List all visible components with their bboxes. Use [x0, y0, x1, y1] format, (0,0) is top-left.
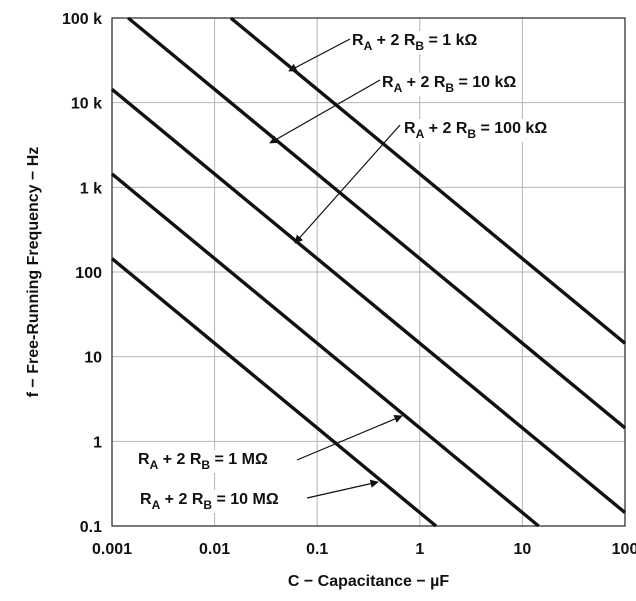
annotations: RA + 2 RB = 1 kΩ RA + 2 RB = 10 kΩ RA + 2 … [135, 31, 551, 513]
annotation-bg [137, 490, 282, 513]
y-tick-label: 10 k [71, 96, 102, 113]
y-tick-label: 0.1 [80, 519, 102, 536]
y-tick-label: 1 [93, 434, 102, 451]
y-tick-label: 10 [84, 350, 102, 367]
annotation-arrow [296, 415, 403, 461]
annotation-4: RA + 2 RB = 1 MΩ [135, 415, 403, 473]
series-lines [110, 16, 627, 528]
annotation-label: RA + 2 RB = 10 MΩ [140, 491, 279, 512]
annotation-arrow [306, 479, 379, 499]
annotation-arrow [288, 38, 351, 72]
annotation-3: RA + 2 RB = 100 kΩ [294, 119, 551, 244]
x-tick-label: 0.1 [306, 541, 328, 558]
annotation-label: RA + 2 RB = 100 kΩ [404, 120, 547, 141]
annotation-1: RA + 2 RB = 1 kΩ [288, 31, 481, 72]
x-tick-label: 0.01 [199, 541, 230, 558]
series-line-4 [110, 172, 540, 528]
x-tick-label: 0.001 [92, 541, 132, 558]
annotation-bg [349, 31, 481, 54]
x-axis-label: C − Capacitance − µF [288, 573, 450, 590]
plot-frame [111, 17, 626, 527]
series-line-5 [110, 257, 438, 528]
y-tick-label: 100 k [62, 11, 102, 28]
y-tick-label: 100 [75, 265, 102, 282]
annotation-label: RA + 2 RB = 1 MΩ [138, 451, 268, 472]
annotation-arrow [294, 124, 401, 244]
y-axis-label: f − Free-Running Frequency − Hz [25, 147, 42, 398]
annotation-5: RA + 2 RB = 10 MΩ [137, 479, 379, 513]
annotation-2: RA + 2 RB = 10 kΩ [269, 73, 520, 144]
tick-labels: 0.001 0.01 0.1 1 10 100 0.1 1 10 100 1 k 10 k 100 k [62, 11, 636, 558]
series-line-2 [127, 16, 627, 430]
annotation-bg [379, 73, 520, 96]
series-line-3 [110, 87, 627, 514]
annotation-bg [135, 450, 271, 473]
annotation-bg [401, 119, 551, 142]
annotation-arrow [269, 79, 381, 144]
annotation-label: RA + 2 RB = 1 kΩ [352, 32, 478, 53]
x-tick-label: 100 [612, 541, 636, 558]
y-tick-label: 1 k [80, 180, 102, 197]
series-line-1 [229, 16, 627, 345]
x-tick-label: 1 [415, 541, 424, 558]
x-tick-label: 10 [514, 541, 532, 558]
annotation-label: RA + 2 RB = 10 kΩ [382, 74, 516, 95]
